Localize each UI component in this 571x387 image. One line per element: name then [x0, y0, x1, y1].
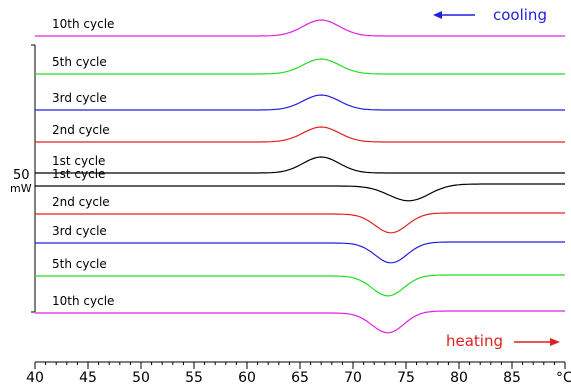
series-line-cooling-1	[35, 58, 565, 75]
series-label-heating-6: 2nd cycle	[52, 195, 110, 209]
x-tick-label: 70	[344, 370, 362, 386]
scale-bar-unit: mW	[10, 182, 32, 195]
x-tick-label: 85	[503, 370, 521, 386]
x-tick-label: 75	[397, 370, 415, 386]
cooling-annotation: cooling	[433, 6, 547, 24]
x-axis: °C 40 45 50 55 60 65 70 75 80 85	[26, 361, 571, 386]
x-tick-label: 60	[238, 370, 256, 386]
series-label-cooling-3: 2nd cycle	[52, 123, 110, 137]
scale-bar: 50 mW	[10, 44, 36, 313]
series-label-cooling-0: 10th cycle	[52, 17, 114, 31]
curve-labels: 10th cycle 5th cycle 3rd cycle 2nd cycle 1st…	[52, 17, 114, 308]
scale-bar-value: 50	[13, 168, 30, 183]
series-label-cooling-1: 5th cycle	[52, 55, 107, 69]
x-axis-unit: °C	[556, 370, 571, 386]
series-label-heating-7: 3rd cycle	[52, 224, 107, 238]
x-tick-label: 65	[291, 370, 309, 386]
series-line-cooling-0	[35, 19, 565, 37]
series-line-heating-9	[35, 310, 565, 334]
heating-label: heating	[446, 332, 503, 350]
curves	[35, 19, 565, 334]
series-label-heating-5: 1st cycle	[52, 167, 105, 181]
x-tick-label: 80	[450, 370, 468, 386]
series-line-cooling-3	[35, 126, 565, 143]
x-tick-label: 55	[185, 370, 203, 386]
series-line-heating-8	[35, 274, 565, 297]
x-tick-label: 40	[26, 370, 44, 386]
series-line-heating-5	[35, 183, 565, 202]
series-line-heating-6	[35, 212, 565, 234]
series-label-cooling-4: 1st cycle	[52, 154, 105, 168]
x-tick-label: 50	[132, 370, 150, 386]
cooling-label: cooling	[493, 6, 547, 24]
series-line-cooling-4	[35, 156, 565, 174]
series-line-cooling-2	[35, 94, 565, 111]
series-label-heating-9: 10th cycle	[52, 294, 114, 308]
series-line-heating-7	[35, 241, 565, 264]
heating-annotation: heating	[446, 332, 560, 350]
x-tick-label: 45	[79, 370, 97, 386]
series-label-cooling-2: 3rd cycle	[52, 91, 107, 105]
series-label-heating-8: 5th cycle	[52, 257, 107, 271]
